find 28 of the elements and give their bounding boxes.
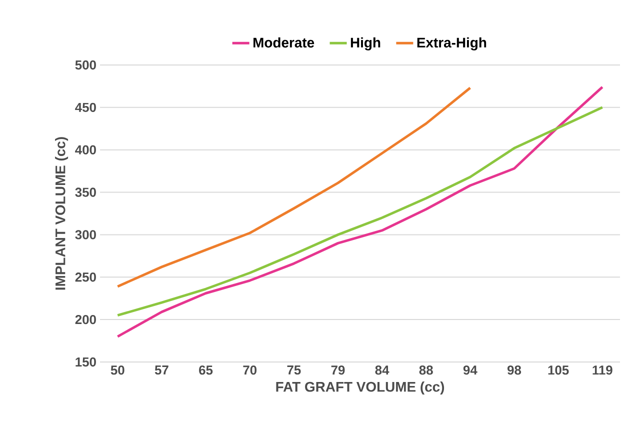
x-tick-label: 88	[419, 366, 433, 375]
y-tick-label: 400	[75, 145, 96, 154]
x-tick-label: 65	[199, 366, 213, 375]
legend-label: Extra-High	[417, 37, 486, 50]
x-tick-label: 105	[548, 366, 569, 375]
legend-label: Moderate	[254, 37, 314, 48]
line-series	[116, 86, 604, 338]
line-series	[116, 86, 472, 288]
x-axis-title: FAT GRAFT VOLUME (cc)	[276, 382, 444, 395]
y-tick-label: 450	[75, 102, 96, 112]
y-tick-label: 200	[75, 314, 96, 324]
y-axis-title: IMPLANT VOLUME (cc)	[55, 137, 68, 290]
x-tick-label: 94	[463, 366, 478, 375]
x-tick-label: 98	[507, 366, 522, 375]
x-tick-label: 57	[154, 366, 168, 375]
line-series	[116, 106, 604, 317]
y-tick-label: 500	[75, 60, 96, 70]
x-tick-label: 84	[375, 366, 390, 375]
y-tick-label: 300	[75, 230, 96, 240]
x-tick-label: 119	[592, 366, 612, 375]
y-tick-label: 350	[75, 188, 96, 197]
legend-label: High	[350, 37, 380, 50]
y-tick-label: 250	[75, 272, 96, 282]
x-tick-label: 75	[287, 366, 301, 375]
y-tick-label: 150	[76, 357, 96, 367]
x-tick-label: 50	[110, 366, 124, 375]
x-tick-label: 79	[331, 366, 345, 375]
x-tick-label: 70	[243, 366, 257, 375]
